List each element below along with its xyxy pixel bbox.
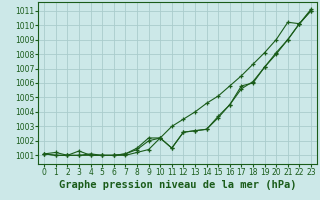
X-axis label: Graphe pression niveau de la mer (hPa): Graphe pression niveau de la mer (hPa) — [59, 180, 296, 190]
